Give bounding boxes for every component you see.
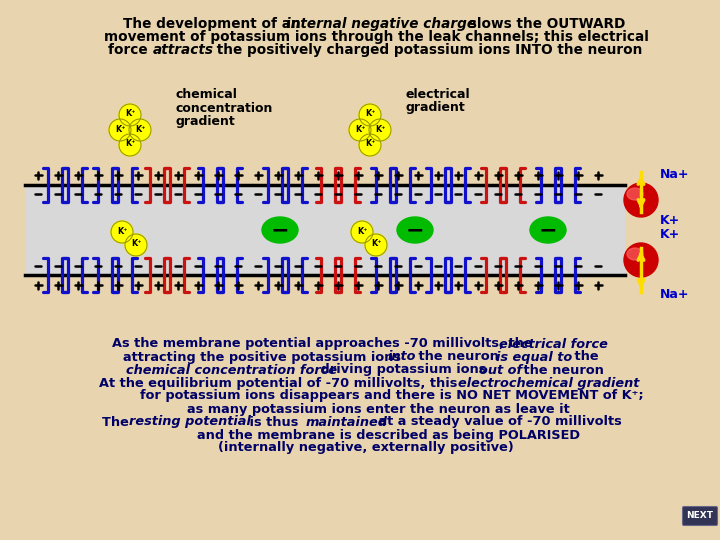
Text: K⁺: K⁺ — [365, 110, 375, 118]
Text: resting potential: resting potential — [130, 415, 251, 429]
Text: and the membrane is described as being POLARISED: and the membrane is described as being P… — [197, 429, 580, 442]
Text: chemical concentration force: chemical concentration force — [126, 363, 337, 376]
Text: The: The — [102, 415, 134, 429]
Ellipse shape — [627, 188, 643, 200]
Text: Na+: Na+ — [660, 168, 690, 181]
Text: −: − — [271, 220, 289, 240]
Text: NEXT: NEXT — [686, 511, 714, 521]
Text: gradient: gradient — [405, 102, 464, 114]
Text: −: − — [405, 220, 424, 240]
Ellipse shape — [624, 243, 658, 277]
Text: gradient: gradient — [175, 114, 235, 127]
Ellipse shape — [397, 217, 433, 243]
Text: at a steady value of ‐70 millivolts: at a steady value of ‐70 millivolts — [374, 415, 621, 429]
Text: K⁺: K⁺ — [356, 226, 367, 235]
Text: attracting the positive potassium ions: attracting the positive potassium ions — [122, 350, 405, 363]
Circle shape — [125, 234, 147, 256]
Text: chemical: chemical — [175, 89, 237, 102]
Text: the neuron: the neuron — [414, 350, 503, 363]
Text: As the membrane potential approaches ‐70 millivolts, the: As the membrane potential approaches ‐70… — [112, 338, 538, 350]
Text: K⁺: K⁺ — [371, 240, 382, 248]
Text: concentration: concentration — [175, 102, 272, 114]
Text: out of: out of — [479, 363, 522, 376]
Text: (internally negative, externally positive): (internally negative, externally positiv… — [217, 442, 513, 455]
Circle shape — [349, 119, 371, 141]
Text: K⁺: K⁺ — [114, 125, 125, 133]
Text: At the equilibrium potential of ‐70 millivolts, this: At the equilibrium potential of ‐70 mill… — [99, 376, 462, 389]
Text: −: − — [539, 220, 557, 240]
Circle shape — [351, 221, 373, 243]
Text: K+: K+ — [660, 227, 680, 240]
Circle shape — [369, 119, 391, 141]
Text: maintained: maintained — [306, 415, 388, 429]
Text: slows the OUTWARD: slows the OUTWARD — [464, 17, 625, 31]
Text: movement of potassium ions through the leak channels; this electrical: movement of potassium ions through the l… — [104, 30, 649, 44]
Text: is thus: is thus — [245, 415, 302, 429]
Ellipse shape — [262, 217, 298, 243]
Text: K⁺: K⁺ — [365, 139, 375, 148]
Text: K⁺: K⁺ — [125, 110, 135, 118]
Text: K⁺: K⁺ — [117, 226, 127, 235]
Text: electrical: electrical — [405, 89, 469, 102]
Ellipse shape — [530, 217, 566, 243]
Circle shape — [109, 119, 131, 141]
Text: is equal to: is equal to — [495, 350, 572, 363]
Text: Na+: Na+ — [660, 288, 690, 301]
Circle shape — [119, 104, 141, 126]
Text: electrochemical gradient: electrochemical gradient — [459, 376, 639, 389]
Text: K+: K+ — [660, 213, 680, 226]
Circle shape — [359, 134, 381, 156]
Ellipse shape — [624, 183, 658, 217]
Text: attracts: attracts — [153, 43, 213, 57]
Ellipse shape — [627, 248, 643, 260]
Text: K⁺: K⁺ — [374, 125, 385, 133]
Text: the neuron: the neuron — [519, 363, 604, 376]
Circle shape — [111, 221, 133, 243]
Circle shape — [129, 119, 151, 141]
Text: K⁺: K⁺ — [135, 125, 145, 133]
Circle shape — [365, 234, 387, 256]
FancyBboxPatch shape — [683, 507, 718, 525]
Text: internal negative charge: internal negative charge — [286, 17, 476, 31]
Text: K⁺: K⁺ — [355, 125, 365, 133]
Text: the positively charged potassium ions INTO the neuron: the positively charged potassium ions IN… — [212, 43, 642, 57]
Text: K⁺: K⁺ — [131, 240, 141, 248]
Circle shape — [119, 134, 141, 156]
Text: as many potassium ions enter the neuron as leave it: as many potassium ions enter the neuron … — [187, 402, 570, 415]
Text: for potassium ions disappears and there is NO NET MOVEMENT of K⁺;: for potassium ions disappears and there … — [140, 389, 643, 402]
Text: electrical force: electrical force — [499, 338, 608, 350]
Text: into: into — [387, 350, 415, 363]
Circle shape — [359, 104, 381, 126]
Text: force: force — [108, 43, 152, 57]
Text: the: the — [570, 350, 599, 363]
Text: The development of an: The development of an — [122, 17, 305, 31]
Text: driving potassium ions: driving potassium ions — [316, 363, 491, 376]
Bar — [25, 185, 625, 275]
Text: K⁺: K⁺ — [125, 139, 135, 148]
